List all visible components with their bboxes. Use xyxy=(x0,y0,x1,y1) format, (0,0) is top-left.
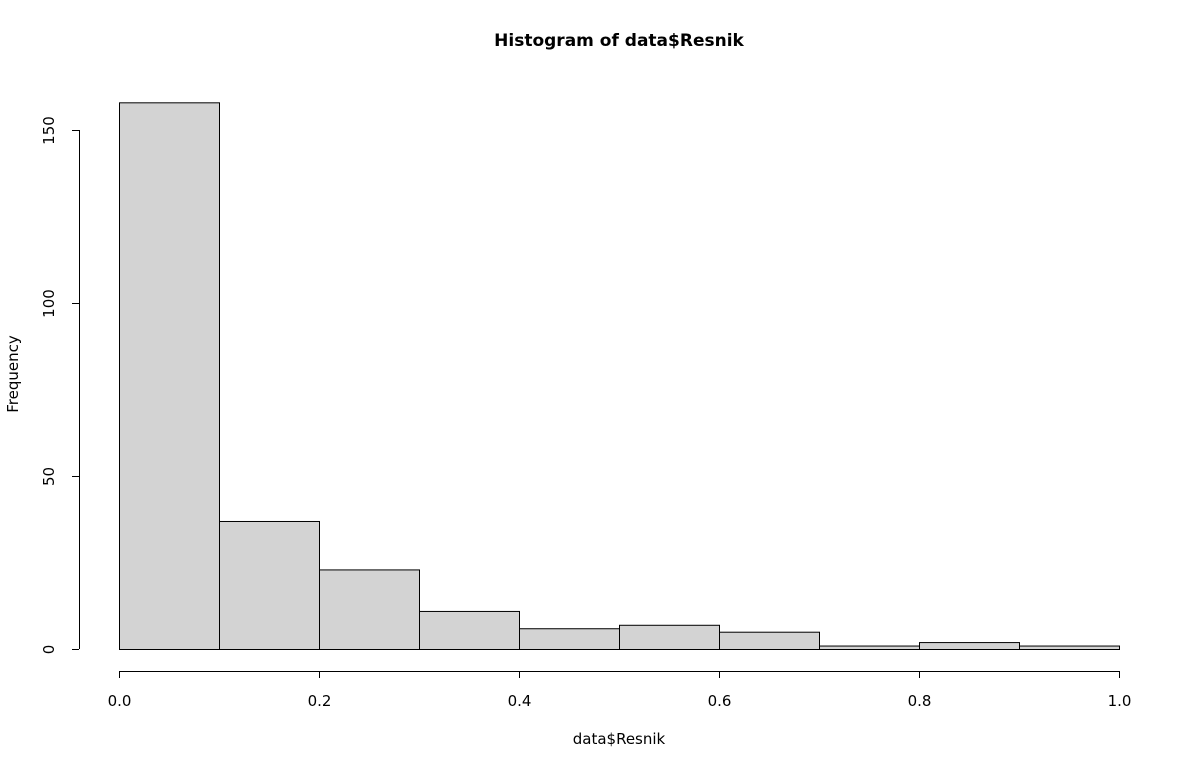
histogram-bar-7 xyxy=(819,645,920,650)
y-axis: 0 50 100 150 xyxy=(40,116,80,654)
histogram-bar-9 xyxy=(1019,645,1120,650)
x-tick-label-2: 0.4 xyxy=(508,692,532,710)
x-axis-label: data$Resnik xyxy=(573,730,666,748)
x-tick-label-0: 0.0 xyxy=(108,692,132,710)
x-tick-label-4: 0.8 xyxy=(908,692,932,710)
y-axis-label: Frequency xyxy=(4,335,22,413)
x-tick-label-1: 0.2 xyxy=(308,692,332,710)
histogram-bar-8 xyxy=(919,642,1020,651)
histogram-bar-0 xyxy=(119,102,220,650)
histogram-bar-3 xyxy=(419,610,520,651)
histogram-bar-1 xyxy=(219,520,320,650)
x-axis: 0.0 0.2 0.4 0.6 0.8 1.0 xyxy=(108,671,1132,710)
histogram-bar-6 xyxy=(719,631,820,651)
histogram-bar-4 xyxy=(519,628,620,650)
y-tick-label-2: 100 xyxy=(40,289,58,318)
histogram-bar-5 xyxy=(619,624,720,651)
histogram-bar-2 xyxy=(319,569,420,650)
chart-title: Histogram of data$Resnik xyxy=(494,31,744,51)
x-tick-label-5: 1.0 xyxy=(1108,692,1132,710)
y-tick-label-3: 150 xyxy=(40,116,58,145)
y-tick-label-0: 0 xyxy=(40,645,58,655)
y-tick-label-1: 50 xyxy=(40,467,58,486)
bars-group xyxy=(119,102,1120,651)
x-tick-label-3: 0.6 xyxy=(708,692,732,710)
